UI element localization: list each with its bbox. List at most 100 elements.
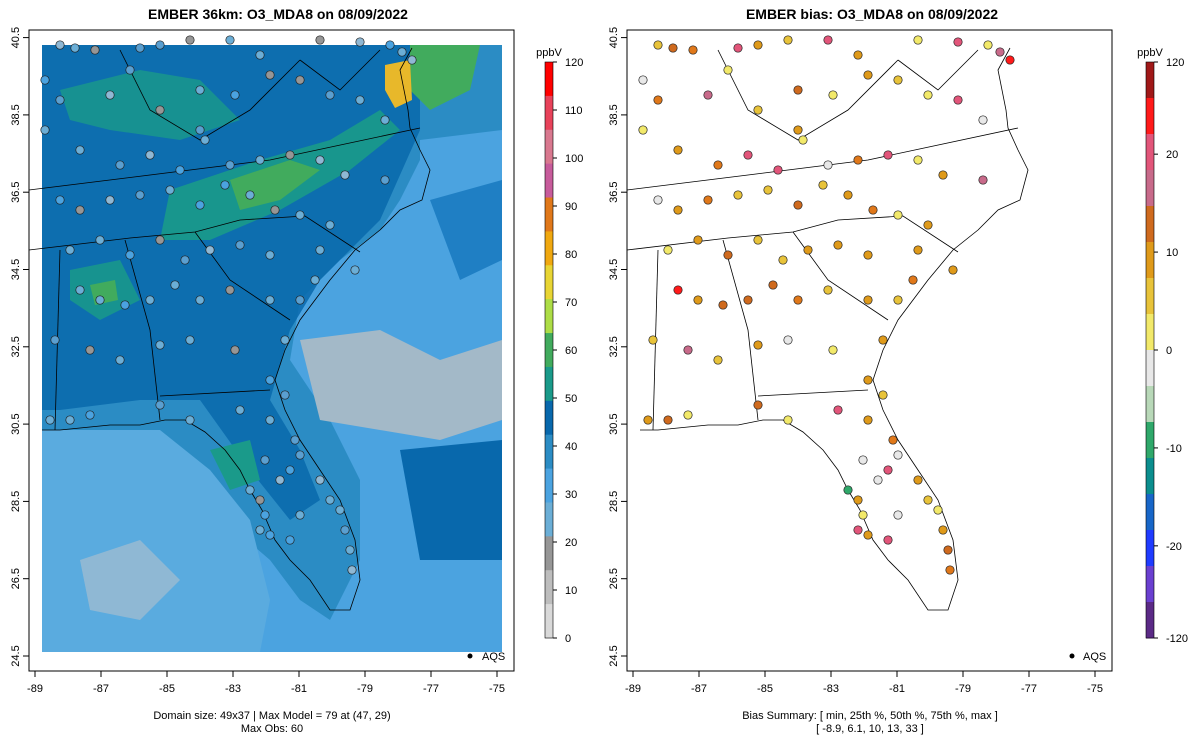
bias-site-marker — [733, 43, 743, 53]
obs-site-marker — [310, 275, 320, 285]
fl-ga-border — [757, 389, 869, 397]
obs-site-marker — [45, 415, 55, 425]
bias-site-marker — [668, 43, 678, 53]
bias-site-marker — [863, 375, 873, 385]
obs-site-marker — [260, 455, 270, 465]
obs-site-marker — [280, 335, 290, 345]
bias-site-marker — [723, 250, 733, 260]
model-gulf-gray — [80, 540, 180, 620]
right-colorbar-swatch — [1146, 242, 1154, 279]
left-colorbar-swatch — [545, 536, 553, 571]
bias-site-marker — [893, 295, 903, 305]
obs-site-marker — [65, 245, 75, 255]
obs-site-marker — [260, 510, 270, 520]
bias-site-marker — [713, 355, 723, 365]
model-atlantic-dark — [400, 440, 502, 560]
bias-site-marker — [773, 165, 783, 175]
bias-site-marker — [653, 195, 663, 205]
bias-site-marker — [653, 40, 663, 50]
obs-site-marker — [115, 355, 125, 365]
obs-site-marker — [195, 295, 205, 305]
bias-site-marker — [938, 170, 948, 180]
obs-site-marker — [380, 175, 390, 185]
bias-site-marker — [938, 525, 948, 535]
aqs-legend-dot — [1069, 653, 1075, 659]
obs-site-marker — [155, 400, 165, 410]
obs-site-marker — [285, 535, 295, 545]
bias-site-marker — [893, 210, 903, 220]
obs-site-marker — [125, 65, 135, 75]
right-colorbar-swatch — [1146, 170, 1154, 207]
right-geography — [626, 47, 1029, 611]
obs-site-marker — [40, 75, 50, 85]
left-lat-tick-label: 32.5 — [10, 336, 22, 357]
left-lat-tick-label: 38.5 — [10, 104, 22, 125]
left-lon-tick-label: -89 — [27, 683, 43, 695]
right-colorbar: -120 -20 -10 0 10 20 120 — [1145, 57, 1188, 645]
obs-site-marker — [50, 335, 60, 345]
left-colorbar-swatch — [545, 333, 553, 368]
left-lat-tick-label: 24.5 — [10, 645, 22, 666]
obs-site-marker — [397, 47, 407, 57]
bias-site-marker — [673, 285, 683, 295]
obs-site-marker — [90, 45, 100, 55]
bias-site-marker — [858, 510, 868, 520]
obs-site-marker — [155, 235, 165, 245]
bias-site-marker — [913, 35, 923, 45]
obs-site-marker — [185, 335, 195, 345]
obs-site-marker — [315, 475, 325, 485]
left-panel: EMBER 36km: O3_MDA8 on 08/09/2022 — [10, 6, 583, 735]
left-lon-axis: -89 -87 -85 -83 -81 -79 -77 -75 — [27, 671, 505, 695]
obs-site-marker — [255, 50, 265, 60]
left-geography — [28, 47, 431, 611]
right-colorbar-tick-label: -10 — [1166, 443, 1182, 455]
right-colorbar-swatch — [1146, 314, 1154, 351]
obs-site-marker — [195, 200, 205, 210]
model-ozone-green-6 — [210, 440, 260, 490]
obs-site-marker — [180, 255, 190, 265]
right-lat-tick-label: 32.5 — [608, 336, 620, 357]
obs-site-marker — [105, 195, 115, 205]
obs-site-marker — [170, 280, 180, 290]
obs-site-marker — [175, 165, 185, 175]
bias-site-marker — [823, 160, 833, 170]
obs-site-marker — [155, 40, 165, 50]
wv-ky-border — [717, 49, 899, 141]
bias-site-marker — [863, 530, 873, 540]
al-ga-border — [722, 239, 759, 421]
obs-site-marker — [295, 295, 305, 305]
obs-site-marker — [55, 95, 65, 105]
left-colorbar-tick-label: 80 — [565, 249, 577, 261]
bias-site-marker — [978, 175, 988, 185]
aqs-legend-dot — [467, 653, 473, 659]
obs-site-marker — [220, 180, 230, 190]
model-ozone-green-7 — [410, 45, 480, 110]
nc-sc-ga-border — [626, 215, 959, 253]
bias-site-marker — [863, 415, 873, 425]
bias-site-marker — [863, 295, 873, 305]
bias-site-marker — [778, 255, 788, 265]
bias-site-marker — [823, 35, 833, 45]
obs-site-marker — [315, 245, 325, 255]
bias-site-marker — [783, 415, 793, 425]
va-nc-tn-border — [626, 127, 1019, 191]
bias-site-marker — [713, 160, 723, 170]
left-colorbar-tick-label: 100 — [565, 153, 583, 165]
right-colorbar-tick-label: 20 — [1166, 149, 1178, 161]
bias-site-marker — [953, 37, 963, 47]
bias-site-marker — [733, 190, 743, 200]
right-colorbar-tick-label: 10 — [1166, 247, 1178, 259]
al-ga-border — [124, 239, 161, 421]
left-lon-tick-label: -79 — [357, 683, 373, 695]
left-colorbar-swatch — [545, 95, 553, 131]
obs-site-marker — [345, 545, 355, 555]
obs-site-marker — [355, 37, 365, 47]
bias-site-marker — [793, 125, 803, 135]
right-lon-tick-label: -81 — [889, 683, 905, 695]
obs-site-marker — [235, 405, 245, 415]
obs-site-marker — [295, 510, 305, 520]
obs-site-marker — [350, 265, 360, 275]
left-colorbar-swatch — [545, 570, 553, 605]
right-colorbar-tick-label: -120 — [1166, 633, 1188, 645]
bias-site-marker — [673, 205, 683, 215]
